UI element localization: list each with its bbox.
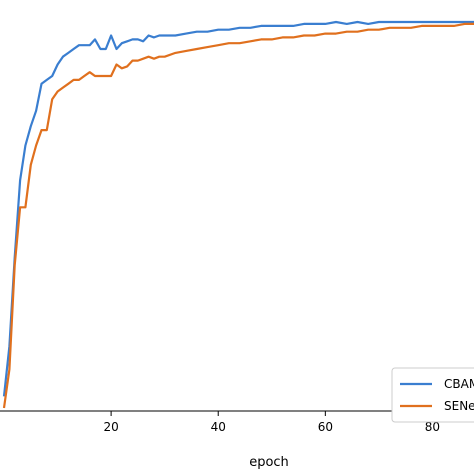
x-tick-label: 20 — [103, 420, 118, 434]
x-tick-label: 60 — [318, 420, 333, 434]
x-axis-label: epoch — [249, 455, 289, 470]
legend: CBAM SENet — [391, 367, 474, 423]
series-line-cbam — [2, 20, 474, 397]
series-line-senet — [2, 22, 474, 409]
legend-label-senet: SENet — [444, 399, 474, 413]
x-tick-label: 80 — [425, 420, 440, 434]
legend-label-cbam: CBAM — [444, 377, 474, 391]
x-tick-label: 40 — [211, 420, 226, 434]
x-ticks: 20 40 60 80 — [103, 411, 440, 434]
plot-area — [2, 20, 474, 409]
legend-box — [391, 367, 474, 423]
